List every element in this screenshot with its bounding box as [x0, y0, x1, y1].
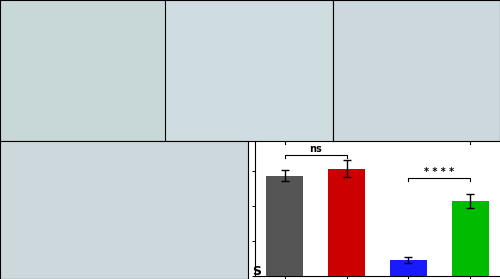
Text: S: S — [252, 264, 262, 278]
Bar — [328, 169, 365, 276]
Bar — [390, 260, 427, 276]
Text: ns: ns — [310, 144, 322, 154]
Bar — [266, 175, 304, 276]
Text: * * * *: * * * * — [424, 167, 454, 177]
Text: * * * *: * * * * — [362, 130, 392, 140]
Y-axis label: PCNA Expression/10 HPF: PCNA Expression/10 HPF — [220, 141, 230, 266]
Bar — [452, 201, 489, 276]
